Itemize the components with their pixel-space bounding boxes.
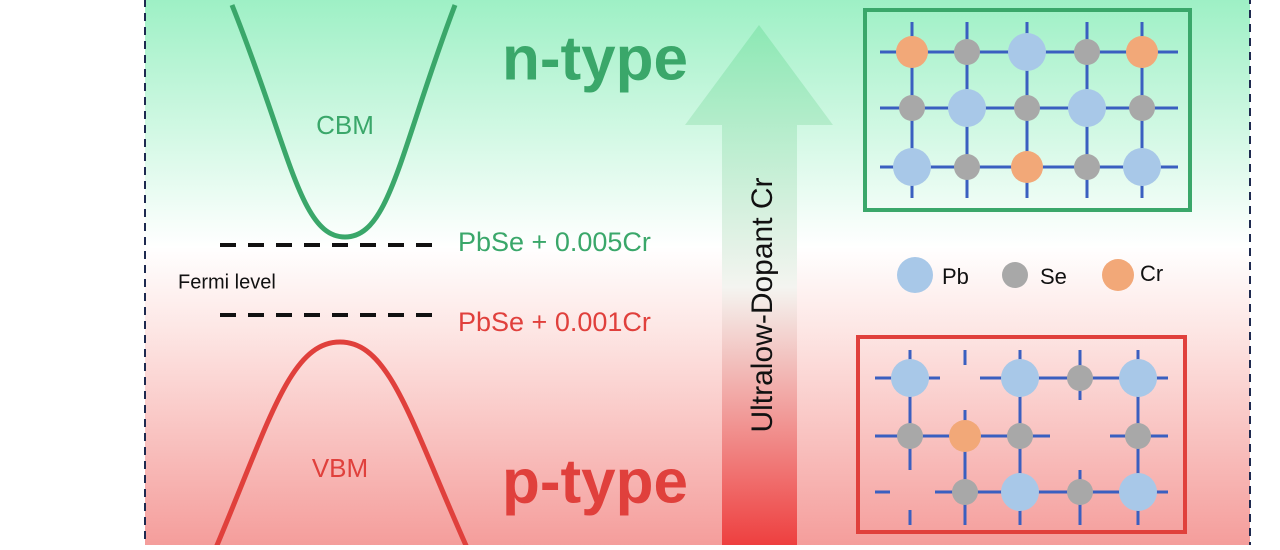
cbm-label: CBM (316, 110, 374, 140)
vbm-label: VBM (312, 453, 368, 483)
n-type-label: n-type (502, 24, 688, 93)
legend-label: Cr (1140, 261, 1163, 286)
legend-label: Pb (942, 264, 969, 289)
arrow-label: Ultralow-Dopant Cr (746, 177, 779, 432)
low-dopant-label: PbSe + 0.001Cr (458, 307, 651, 337)
p-type-label: p-type (502, 447, 688, 516)
cbm-curve (229, 4, 458, 240)
legend-label: Se (1040, 264, 1067, 289)
p-atoms (891, 359, 1157, 511)
frame (144, 0, 1251, 550)
vbm-curve (212, 339, 471, 550)
high-dopant-label: PbSe + 0.005Cr (458, 227, 651, 257)
fermi-label: Fermi level (178, 271, 276, 293)
n-atoms (893, 33, 1161, 186)
arrow (685, 25, 833, 550)
legend: Pb Se Cr (897, 257, 1163, 293)
